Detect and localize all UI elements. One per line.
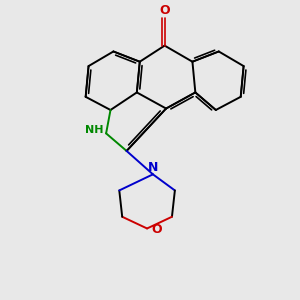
Text: O: O <box>151 223 162 236</box>
Text: N: N <box>148 160 158 173</box>
Text: NH: NH <box>85 125 103 136</box>
Text: O: O <box>159 4 170 17</box>
